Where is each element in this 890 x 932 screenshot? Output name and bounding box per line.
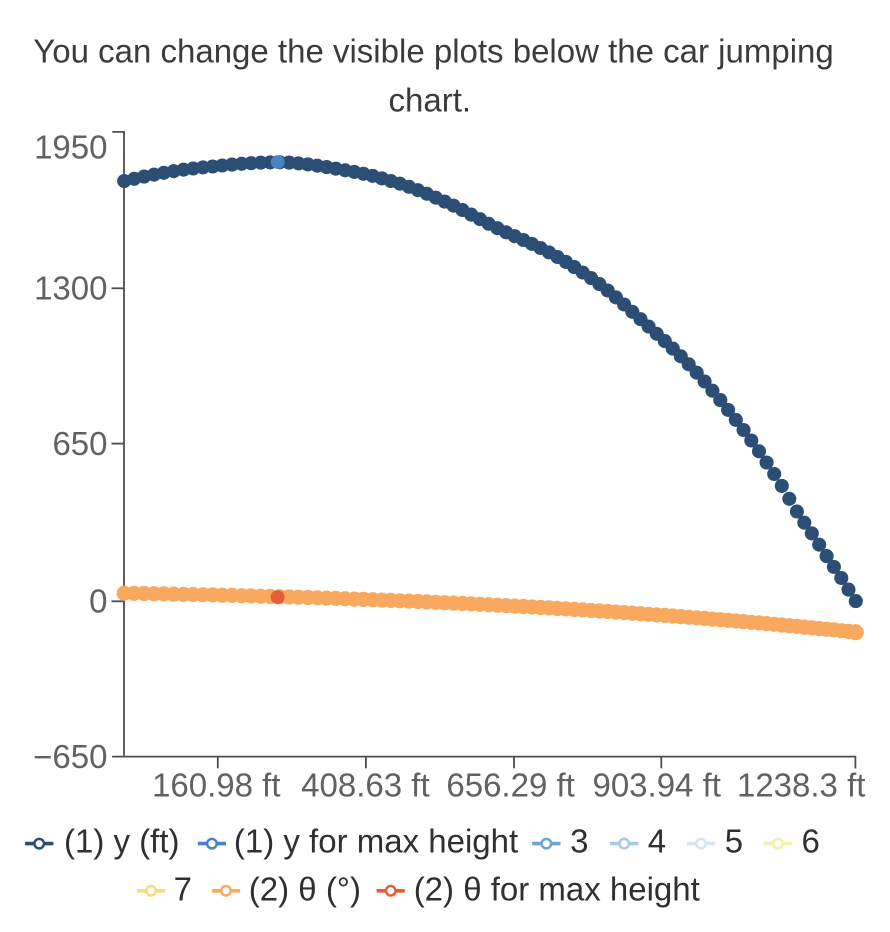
svg-text:656.29 ft: 656.29 ft bbox=[446, 767, 574, 804]
svg-text:4: 4 bbox=[648, 823, 666, 860]
svg-text:(2) θ (°): (2) θ (°) bbox=[249, 870, 361, 907]
svg-text:chart.: chart. bbox=[389, 81, 472, 118]
svg-text:3: 3 bbox=[570, 823, 588, 860]
svg-text:(1) y (ft): (1) y (ft) bbox=[64, 823, 179, 860]
svg-text:1300: 1300 bbox=[34, 270, 107, 307]
svg-text:You can change the visible plo: You can change the visible plots below t… bbox=[33, 33, 833, 70]
svg-text:(2) θ for max height: (2) θ for max height bbox=[414, 870, 700, 907]
svg-text:5: 5 bbox=[725, 823, 743, 860]
svg-text:−650: −650 bbox=[33, 738, 107, 775]
svg-text:7: 7 bbox=[174, 870, 192, 907]
svg-text:6: 6 bbox=[802, 823, 820, 860]
svg-text:408.63 ft: 408.63 ft bbox=[301, 767, 429, 804]
svg-text:160.98 ft: 160.98 ft bbox=[152, 767, 280, 804]
svg-text:1238.3 ft: 1238.3 ft bbox=[737, 767, 865, 804]
svg-text:0: 0 bbox=[89, 583, 107, 620]
svg-text:903.94 ft: 903.94 ft bbox=[592, 767, 720, 804]
svg-text:1950: 1950 bbox=[34, 128, 107, 165]
svg-text:650: 650 bbox=[52, 425, 107, 462]
svg-text:(1) y for max height: (1) y for max height bbox=[234, 823, 518, 860]
